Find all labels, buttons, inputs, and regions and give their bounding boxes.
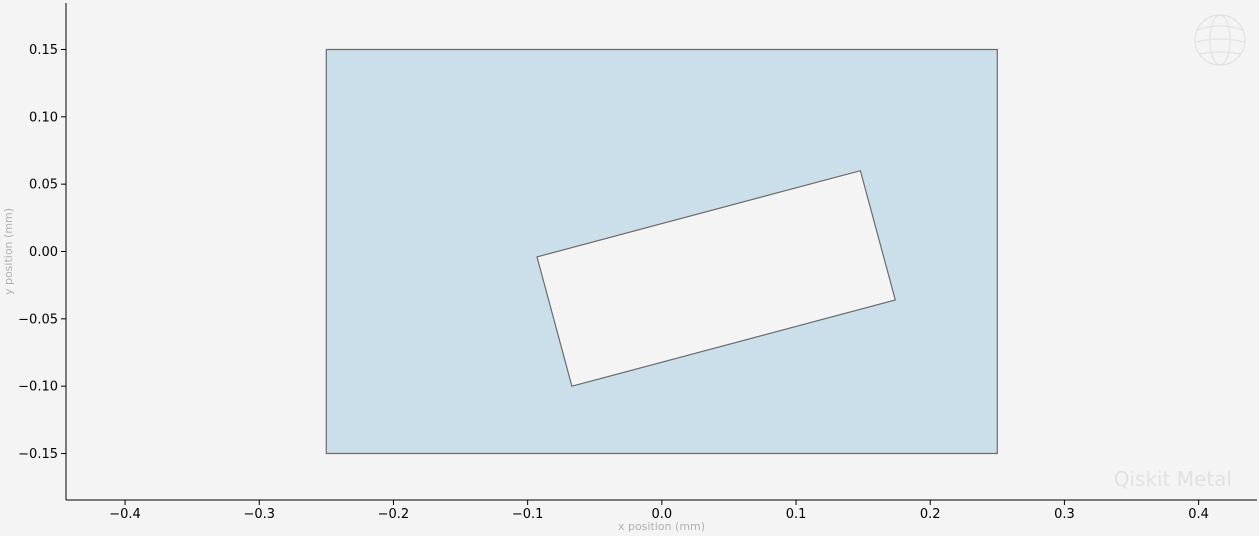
y-tick-label: −0.05 — [18, 312, 58, 327]
x-tick-label: −0.1 — [512, 507, 544, 522]
y-tick-label: −0.15 — [18, 447, 58, 462]
x-tick-label: 0.2 — [920, 507, 941, 522]
y-axis-label: y position (mm) — [2, 208, 15, 295]
x-axis-label: x position (mm) — [618, 520, 705, 533]
x-tick-label: 0.1 — [786, 507, 807, 522]
x-tick-label: −0.3 — [243, 507, 275, 522]
y-tick-label: 0.00 — [29, 245, 58, 260]
y-tick-label: 0.10 — [29, 110, 58, 125]
x-tick-label: 0.4 — [1188, 507, 1209, 522]
globe-icon — [1194, 14, 1246, 66]
watermark-text: Qiskit Metal — [1114, 467, 1232, 491]
x-ticks: −0.4 −0.3 −0.2 −0.1 0.0 0.1 0.2 0.3 0.4 — [109, 500, 1209, 522]
y-tick-label: −0.10 — [18, 380, 58, 395]
x-tick-label: 0.0 — [651, 507, 672, 522]
shape-layer — [325, 48, 998, 455]
x-tick-label: −0.4 — [109, 507, 141, 522]
x-tick-label: −0.2 — [378, 507, 410, 522]
y-ticks: 0.15 0.10 0.05 0.00 −0.05 −0.10 −0.15 — [18, 43, 66, 462]
y-tick-label: 0.15 — [29, 43, 58, 58]
y-tick-label: 0.05 — [29, 178, 58, 193]
polygon-1 — [536, 169, 897, 387]
x-tick-label: 0.3 — [1054, 507, 1075, 522]
